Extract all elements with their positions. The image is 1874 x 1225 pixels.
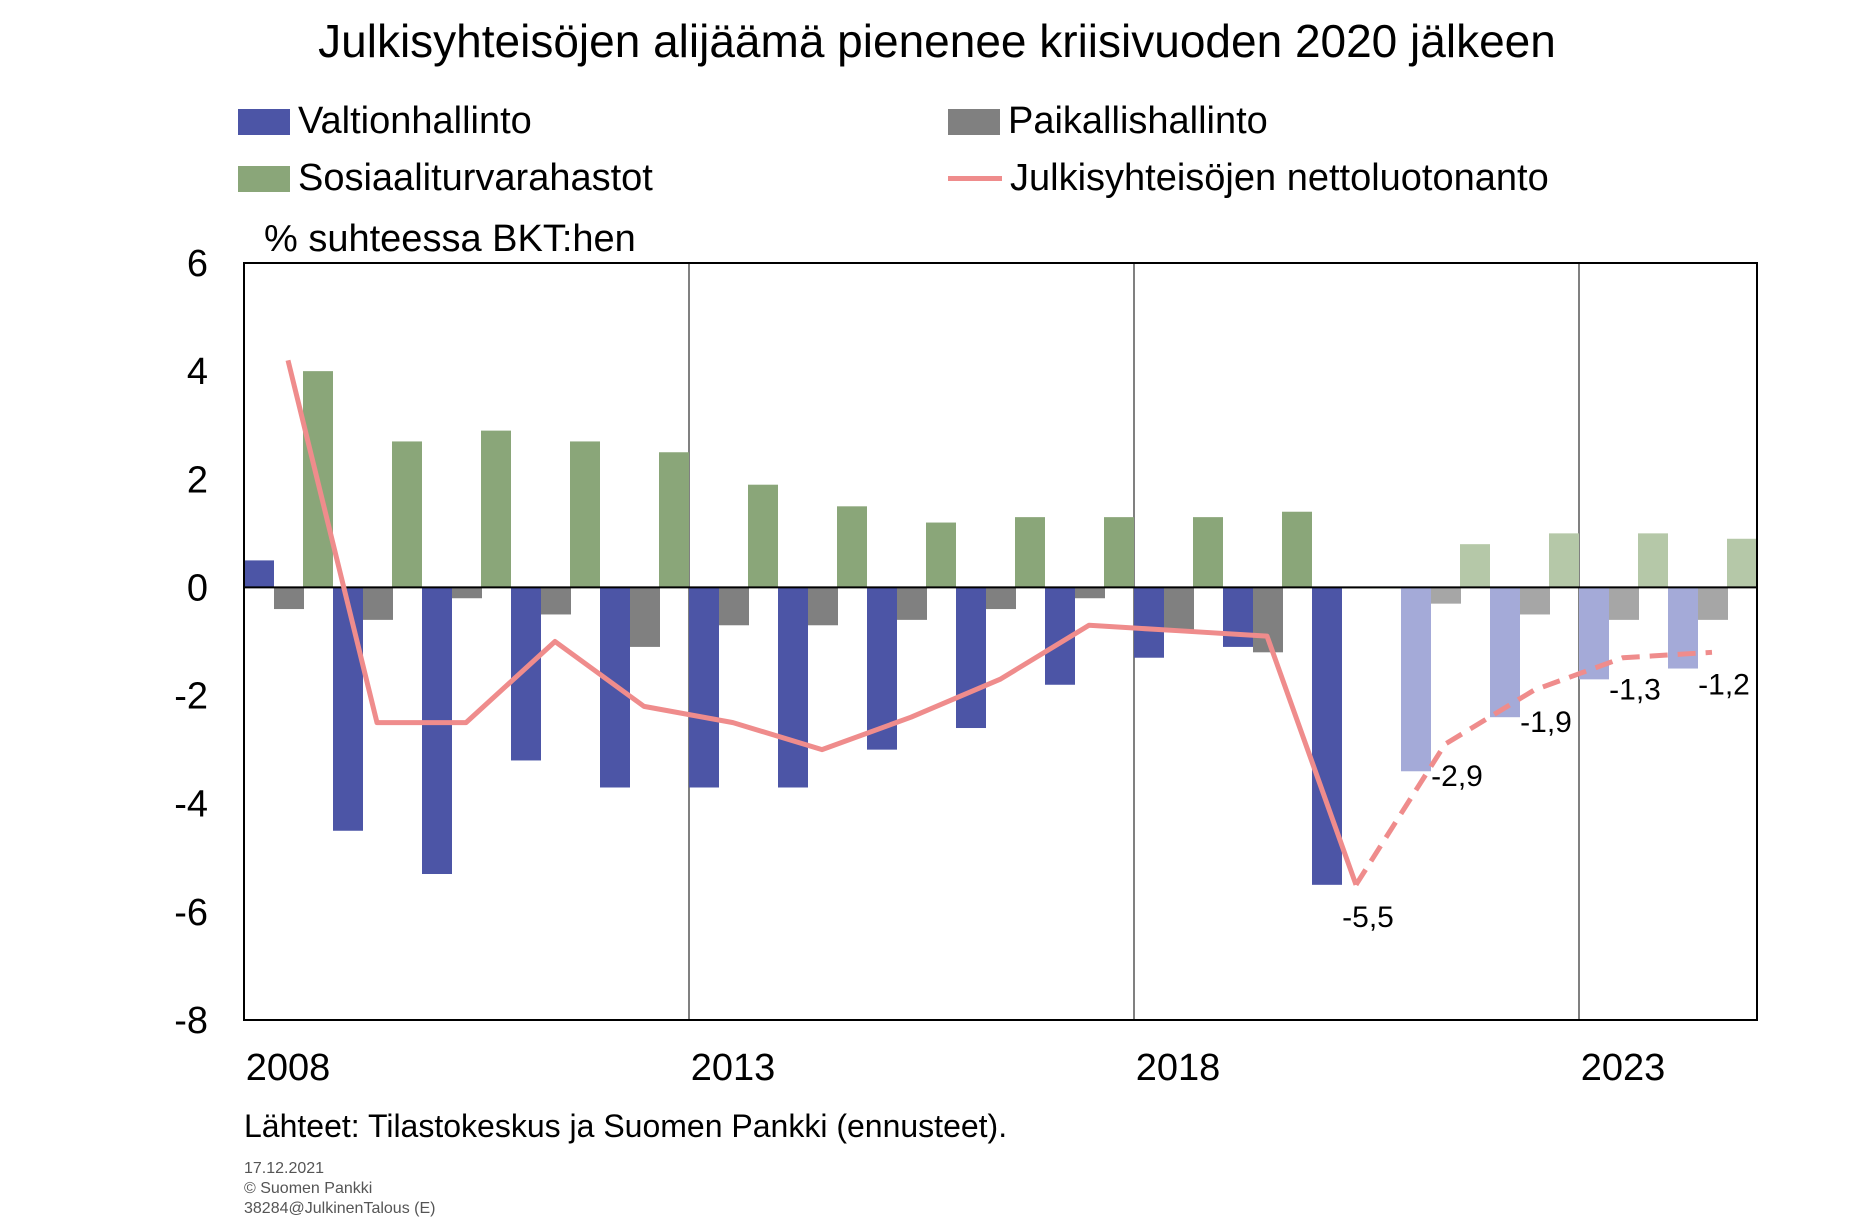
bar-sosiaaliturvarahastot: [392, 441, 422, 588]
legend-label: Julkisyhteisöjen nettoluotonanto: [1010, 157, 1549, 199]
y-tick-label: -2: [174, 676, 208, 718]
bar-valtionhallinto: [778, 587, 808, 788]
bar-paikallishallinto: [452, 587, 482, 599]
bar-sosiaaliturvarahastot: [570, 441, 600, 588]
bar-paikallishallinto: [630, 587, 660, 647]
y-tick-label: 0: [187, 567, 208, 609]
legend-item-paikallishallinto: Paikallishallinto: [948, 100, 1268, 143]
y-tick-label: 4: [187, 351, 208, 393]
bar-valtionhallinto: [1223, 587, 1253, 647]
legend-line: [948, 176, 1002, 181]
bar-paikallishallinto: [986, 587, 1016, 610]
bar-paikallishallinto: [1164, 587, 1194, 631]
data-label: -2,9: [1431, 760, 1483, 793]
line-nettoluotonanto: [285, 359, 1359, 886]
bar-valtionhallinto: [244, 560, 274, 588]
bar-sosiaaliturvarahastot: [748, 484, 778, 588]
legend-label: Valtionhallinto: [298, 100, 532, 142]
y-tick-label: -8: [174, 1000, 208, 1042]
x-tick-label: 2023: [1581, 1047, 1666, 1089]
legend-item-sosiaaliturvarahastot: Sosiaaliturvarahastot: [238, 157, 653, 200]
legend-swatch: [238, 165, 290, 192]
bar-sosiaaliturvarahastot: [481, 430, 511, 588]
bar-sosiaaliturvarahastot: [926, 522, 956, 588]
bar-paikallishallinto: [541, 587, 571, 615]
y-tick-label: -6: [174, 892, 208, 934]
x-tick-label: 2018: [1136, 1047, 1221, 1089]
bar-valtionhallinto: [1401, 587, 1431, 772]
legend-swatch: [948, 108, 1000, 135]
bar-paikallishallinto: [719, 587, 749, 626]
line-nettoluotonanto-forecast: [1353, 649, 1713, 887]
bar-valtionhallinto: [422, 587, 452, 875]
legend-item-valtionhallinto: Valtionhallinto: [238, 100, 532, 143]
legend-label: Sosiaaliturvarahastot: [298, 157, 653, 199]
bar-sosiaaliturvarahastot: [1015, 517, 1045, 588]
bar-valtionhallinto: [956, 587, 986, 729]
legend-label: Paikallishallinto: [1008, 100, 1268, 142]
legend-swatch: [238, 108, 290, 135]
data-label: -1,2: [1698, 668, 1750, 701]
bar-sosiaaliturvarahastot: [1727, 538, 1757, 588]
bar-paikallishallinto: [1698, 587, 1728, 620]
data-label: -1,9: [1520, 706, 1572, 739]
legend-item-nettoluotonanto: Julkisyhteisöjen nettoluotonanto: [948, 157, 1549, 200]
bar-paikallishallinto: [808, 587, 838, 626]
bar-valtionhallinto: [689, 587, 719, 788]
bar-valtionhallinto: [1490, 587, 1520, 718]
bar-sosiaaliturvarahastot: [1549, 533, 1579, 588]
bar-paikallishallinto: [1075, 587, 1105, 599]
bar-paikallishallinto: [274, 587, 304, 610]
footer-id: 38284@JulkinenTalous (E): [244, 1200, 436, 1217]
x-tick-label: 2008: [246, 1047, 331, 1089]
bar-sosiaaliturvarahastot: [1638, 533, 1668, 588]
footer-date: 17.12.2021: [244, 1160, 325, 1177]
bar-sosiaaliturvarahastot: [837, 506, 867, 588]
bar-paikallishallinto: [1431, 587, 1461, 604]
source-note: Lähteet: Tilastokeskus ja Suomen Pankki …: [244, 1108, 1008, 1144]
chart-title: Julkisyhteisöjen alijäämä pienenee kriis…: [318, 15, 1556, 67]
y-tick-label: -4: [174, 784, 208, 826]
bar-valtionhallinto: [333, 587, 363, 831]
bar-valtionhallinto: [511, 587, 541, 761]
bar-sosiaaliturvarahastot: [659, 452, 689, 588]
bar-sosiaaliturvarahastot: [1104, 517, 1134, 588]
data-label: -5,5: [1342, 901, 1394, 934]
bar-paikallishallinto: [897, 587, 927, 620]
plot-frame: [243, 262, 1758, 1021]
x-tick-label: 2013: [691, 1047, 776, 1089]
y-tick-label: 2: [187, 459, 208, 501]
bar-paikallishallinto: [363, 587, 393, 620]
footer-copyright: © Suomen Pankki: [244, 1180, 373, 1197]
bar-sosiaaliturvarahastot: [1460, 544, 1490, 588]
bar-valtionhallinto: [1134, 587, 1164, 658]
bar-sosiaaliturvarahastot: [1282, 511, 1312, 588]
bar-paikallishallinto: [1520, 587, 1550, 615]
bar-paikallishallinto: [1609, 587, 1639, 620]
data-label: -1,3: [1609, 674, 1661, 707]
bar-sosiaaliturvarahastot: [1193, 517, 1223, 588]
y-tick-label: 6: [187, 243, 208, 285]
y-axis-label: % suhteessa BKT:hen: [264, 218, 636, 260]
